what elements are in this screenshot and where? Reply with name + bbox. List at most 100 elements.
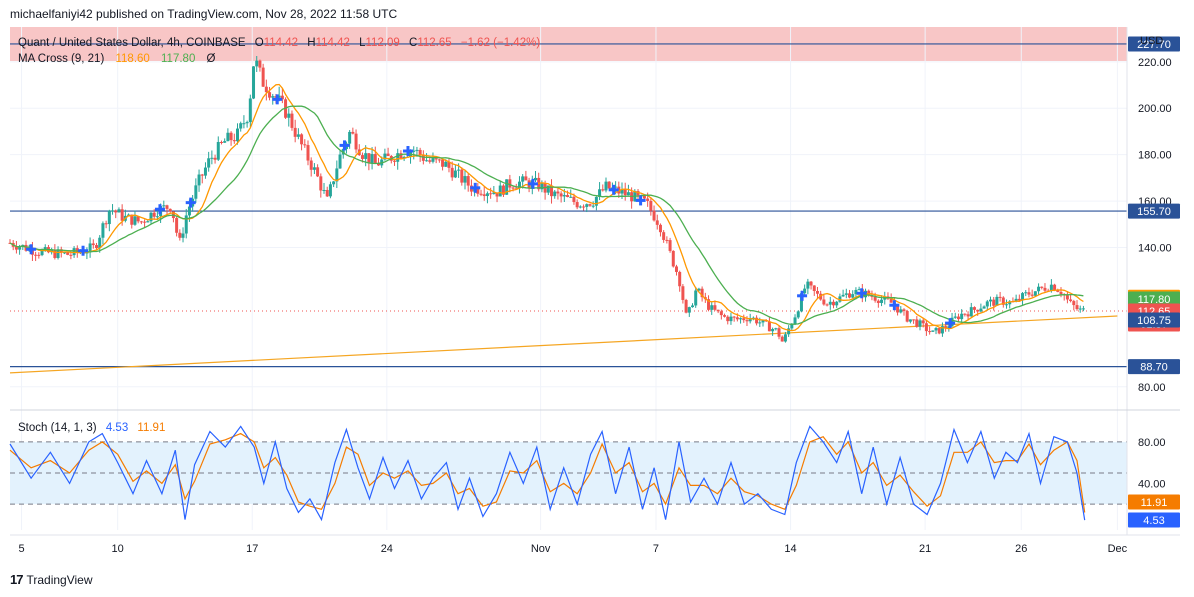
candle-body (498, 185, 502, 197)
time-axis[interactable]: 5 10 17 24 Nov 7 14 21 26 Dec (18, 543, 1127, 555)
candle-body (348, 131, 352, 144)
candle-body (402, 156, 406, 159)
candle-body (960, 313, 964, 320)
candle-body (482, 194, 486, 197)
candle-body (312, 167, 316, 170)
candle-body (335, 168, 339, 182)
price-label-box (1128, 36, 1180, 52)
candle-body (1021, 293, 1025, 301)
candle-body (373, 154, 377, 163)
candle-body (370, 154, 374, 164)
candle-body (556, 191, 560, 194)
candle-body (521, 176, 525, 182)
candle-body (678, 271, 682, 287)
candle-body (203, 167, 207, 176)
candle-body (1005, 304, 1009, 306)
candle-body (700, 288, 704, 298)
candle-body (24, 244, 28, 251)
candle-body (575, 202, 579, 208)
candle-body (844, 293, 848, 295)
time-tick-label: 5 (18, 543, 24, 555)
candle-body (517, 181, 521, 189)
candle-body (184, 215, 188, 234)
candle-body (111, 210, 115, 212)
candle-body (425, 160, 429, 162)
candle-body (937, 328, 941, 334)
stoch-axis[interactable]: 80.00 40.00 (1138, 437, 1166, 490)
candle-body (767, 321, 771, 332)
ma-cross-legend[interactable]: MA Cross (9, 21) 118.60 117.80 Ø (18, 53, 216, 65)
candle-body (386, 153, 390, 157)
candle-body (360, 155, 364, 159)
candle-body (280, 95, 284, 100)
candle-body (239, 123, 243, 129)
price-label-text: 155.70 (1137, 206, 1171, 218)
candle-body (540, 183, 544, 190)
candle-body (687, 307, 691, 313)
candle-body (261, 67, 265, 87)
candle-body (1059, 291, 1063, 295)
candle-body (572, 196, 576, 203)
candle-body (928, 331, 932, 333)
price-label-box (1128, 203, 1180, 219)
candle-body (838, 296, 842, 302)
candle-body (98, 237, 102, 249)
candle-body (53, 249, 57, 258)
candle-body (511, 187, 515, 189)
currency-label: USD (1140, 35, 1163, 47)
candle-body (367, 153, 371, 164)
stoch-label-box (1128, 512, 1180, 528)
candle-body (56, 249, 60, 258)
candle-body (437, 159, 441, 161)
candle-body (601, 189, 605, 191)
symbol-legend: Quant / United States Dollar, 4h, COINBA… (18, 37, 540, 49)
candle-body (806, 281, 810, 289)
candle-body (607, 181, 611, 189)
candle-body (287, 113, 291, 118)
candle-body (399, 153, 403, 159)
candle-body (463, 176, 467, 183)
candle-body (796, 311, 800, 318)
candle-body (758, 322, 762, 324)
candle-body (175, 218, 179, 233)
candle-body (351, 131, 355, 134)
candle-body (697, 288, 701, 291)
candle-body (876, 300, 880, 303)
candle-body (623, 189, 627, 196)
candle-body (316, 167, 320, 177)
candle-body (306, 145, 310, 161)
candle-body (101, 223, 105, 238)
candle-body (780, 336, 784, 342)
candle-body (415, 149, 419, 151)
candle-body (972, 307, 976, 310)
candle-body (213, 157, 217, 160)
tradingview-logo[interactable]: 17 TradingView (10, 572, 93, 587)
candle-body (72, 248, 76, 256)
candle-body (585, 204, 589, 207)
price-label-text: 227.70 (1137, 39, 1171, 51)
candle-body (787, 328, 791, 335)
price-label-text: 88.70 (1140, 362, 1168, 374)
candle-body (296, 134, 300, 137)
candle-body (992, 299, 996, 306)
candle-body (1008, 301, 1012, 305)
candle-body (803, 288, 807, 294)
candle-body (322, 189, 326, 191)
candle-body (59, 249, 63, 253)
candle-body (533, 177, 537, 181)
stoch-legend[interactable]: Stoch (14, 1, 3) 4.53 11.91 (18, 422, 165, 434)
publish-caption: michaelfaniyi42 published on TradingView… (10, 7, 398, 21)
ma-slow-line (9, 105, 1084, 325)
stoch-k-value: 4.53 (106, 422, 128, 434)
candle-body (332, 181, 336, 185)
candle-body (934, 328, 938, 331)
candle-body (569, 196, 573, 198)
candle-body (822, 299, 826, 305)
candle-body (646, 198, 650, 201)
candle-body (620, 189, 624, 194)
candle-body (1049, 284, 1053, 292)
candle-body (460, 169, 464, 183)
candle-body (489, 193, 493, 195)
